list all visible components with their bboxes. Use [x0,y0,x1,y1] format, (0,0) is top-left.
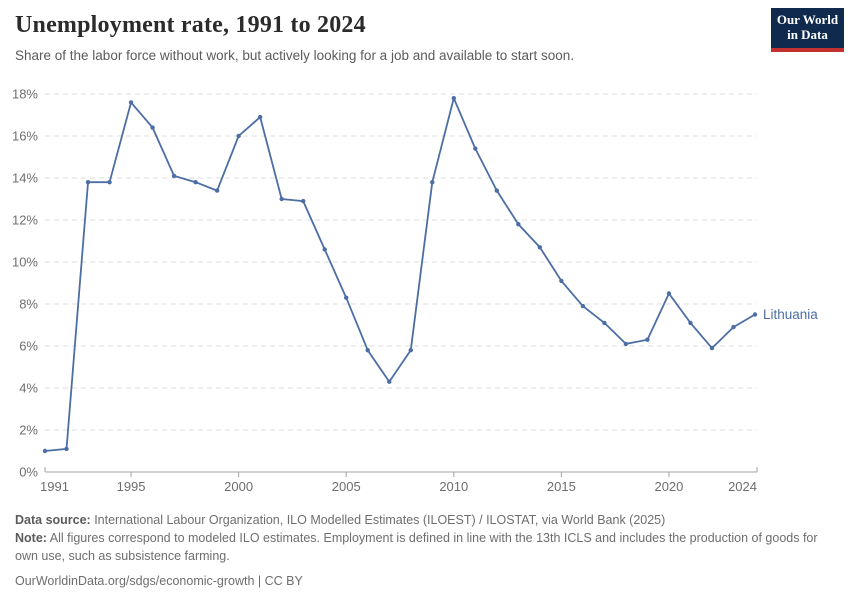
owid-logo[interactable]: Our World in Data [771,8,844,52]
x-axis-tick-label: 1991 [40,479,69,494]
x-axis-tick-label: 2024 [728,479,757,494]
data-point [171,173,177,179]
x-axis-tick-label: 2020 [654,479,683,494]
y-axis-tick-label: 18% [12,87,38,102]
data-point [494,188,500,193]
data-point [516,222,521,227]
data-point [430,180,435,185]
note-label: Note: [15,531,47,546]
data-point [85,180,91,185]
line-chart: 0% 2% 4% 6% 8% 10% 12% 14% 16% 18% 1991 1995 2000 200… [12,87,818,495]
y-axis-tick-label: 8% [19,297,38,312]
data-point [42,448,48,454]
license-text: | CC BY [254,574,303,589]
data-point [193,180,198,185]
data-point [473,146,478,151]
data-point [709,345,715,351]
chart-subtitle: Share of the labor force without work, b… [15,48,575,63]
y-axis-tick-label: 12% [12,213,38,228]
y-axis-tick-label: 14% [12,171,38,186]
data-point [731,324,736,330]
data-point [128,100,134,105]
data-point [623,341,629,347]
data-point [322,247,327,252]
data-point [257,114,263,120]
chart-title: Unemployment rate, 1991 to 2024 [15,12,366,38]
data-point [537,245,543,250]
data-point [344,295,349,300]
y-axis-tick-label: 0% [19,465,38,480]
datasource-label: Data source: [15,513,91,527]
note-line: Note: All figures correspond to modeled … [15,529,825,565]
x-axis-tick-label: 2005 [332,479,361,494]
x-axis-tick-label: 2015 [547,479,576,494]
series-line [44,97,756,452]
datasource-text: International Labour Organization, ILO M… [90,513,666,527]
data-point [107,180,112,185]
data-point [559,278,564,284]
y-axis-tick-label: 6% [19,339,38,354]
note-text: All figures correspond to modeled ILO es… [15,531,818,564]
data-point [64,446,69,452]
owid-logo-text: Our World in Data [776,12,839,42]
data-point [387,379,392,384]
x-axis-tick-label: 1995 [117,479,146,494]
y-axis-tick-label: 4% [19,381,38,396]
data-point [451,96,456,101]
data-point [752,312,758,317]
data-point [279,196,284,202]
chart-footer: Data source: International Labour Organi… [15,511,825,591]
x-axis-tick-label: 2000 [224,479,253,494]
data-point [666,291,672,296]
y-axis-tick-label: 2% [19,423,38,438]
data-point [300,198,306,204]
data-point [688,320,693,326]
datasource-line: Data source: International Labour Organi… [15,511,825,529]
data-point [580,303,586,309]
y-axis-tick-label: 16% [12,129,38,144]
data-point [365,348,370,353]
citation-line: OurWorldinData.org/sdgs/economic-growth … [15,572,825,590]
data-point [645,337,650,342]
data-point [150,125,155,130]
entity-label[interactable]: Lithuania [763,307,818,322]
y-axis-tick-label: 10% [12,255,38,270]
chart-header: Unemployment rate, 1991 to 2024 Share of… [15,12,755,63]
x-axis-tick-label: 2010 [439,479,468,494]
owid-url-link[interactable]: OurWorldinData.org/sdgs/economic-growth [15,574,255,589]
data-point [408,348,413,353]
data-point [236,133,241,139]
data-point [602,320,607,326]
data-point [214,188,220,193]
